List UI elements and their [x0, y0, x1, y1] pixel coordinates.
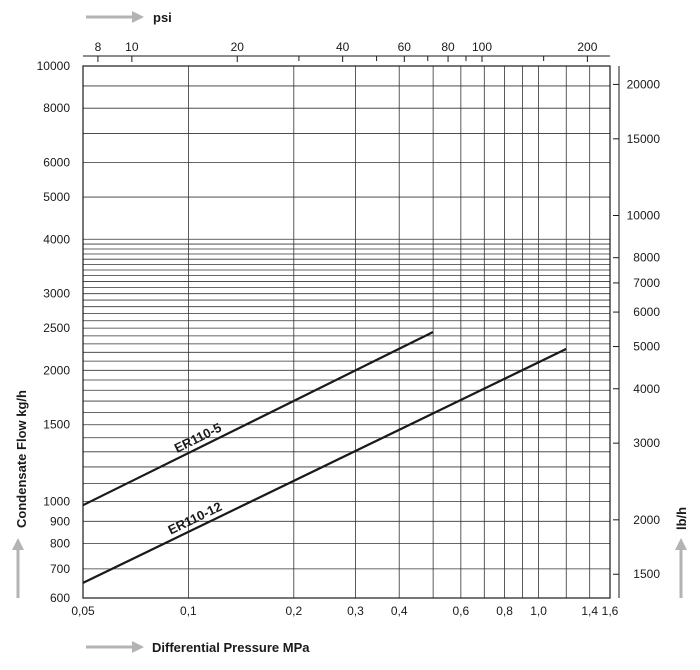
series-line: [82, 331, 434, 507]
right-tick-label: 5000: [633, 340, 660, 354]
left-tick-label: 3000: [43, 287, 70, 301]
psi-arrow-icon-head: [132, 11, 144, 23]
bottom-tick-label: 1,0: [530, 604, 547, 618]
x-axis-title: Differential Pressure MPa: [152, 640, 310, 655]
top-tick-label: 10: [125, 40, 139, 54]
bottom-tick-label: 0,1: [180, 604, 197, 618]
top-axis-title: psi: [153, 10, 172, 25]
left-tick-label: 8000: [43, 101, 70, 115]
left-tick-label: 700: [50, 562, 70, 576]
left-tick-label: 1000: [43, 494, 70, 508]
flow-arrow-icon-head: [12, 538, 24, 550]
top-tick-label: 200: [577, 40, 597, 54]
plot-frame: [82, 65, 611, 599]
top-tick-label: 60: [398, 40, 412, 54]
bottom-tick-label: 0,05: [71, 604, 95, 618]
right-tick-label: 2000: [633, 513, 660, 527]
bottom-tick-label: 0,4: [391, 604, 408, 618]
top-tick-label: 100: [472, 40, 492, 54]
right-tick-label: 7000: [633, 276, 660, 290]
top-tick-label: 20: [231, 40, 245, 54]
right-tick-label: 3000: [633, 436, 660, 450]
left-tick-label: 600: [50, 591, 70, 605]
right-tick-label: 15000: [627, 132, 661, 146]
right-tick-label: 20000: [627, 77, 661, 91]
lbh-arrow-icon-head: [675, 538, 687, 550]
y-axis-title: Condensate Flow kg/h: [14, 390, 29, 528]
bottom-tick-label: 1,6: [602, 604, 619, 618]
left-tick-label: 1500: [43, 418, 70, 432]
mpa-arrow-icon-head: [132, 641, 144, 653]
left-tick-label: 900: [50, 514, 70, 528]
left-tick-label: 2000: [43, 363, 70, 377]
left-tick-label: 10000: [37, 59, 71, 73]
right-tick-label: 4000: [633, 382, 660, 396]
left-tick-label: 6000: [43, 156, 70, 170]
top-tick-label: 40: [336, 40, 350, 54]
bottom-tick-label: 0,6: [453, 604, 470, 618]
right-tick-label: 10000: [627, 208, 661, 222]
series-line: [82, 347, 567, 584]
top-tick-label: 8: [95, 40, 102, 54]
right-tick-label: 8000: [633, 251, 660, 265]
left-tick-label: 800: [50, 537, 70, 551]
bottom-tick-label: 0,3: [347, 604, 364, 618]
top-tick-label: 80: [441, 40, 455, 54]
bottom-tick-label: 0,8: [496, 604, 513, 618]
bottom-tick-label: 0,2: [285, 604, 302, 618]
right-axis-title: lb/h: [674, 507, 689, 530]
left-tick-label: 4000: [43, 232, 70, 246]
right-tick-label: 1500: [633, 567, 660, 581]
bottom-tick-label: 1,4: [581, 604, 598, 618]
left-tick-label: 2500: [43, 321, 70, 335]
left-tick-label: 5000: [43, 190, 70, 204]
right-tick-label: 6000: [633, 305, 660, 319]
